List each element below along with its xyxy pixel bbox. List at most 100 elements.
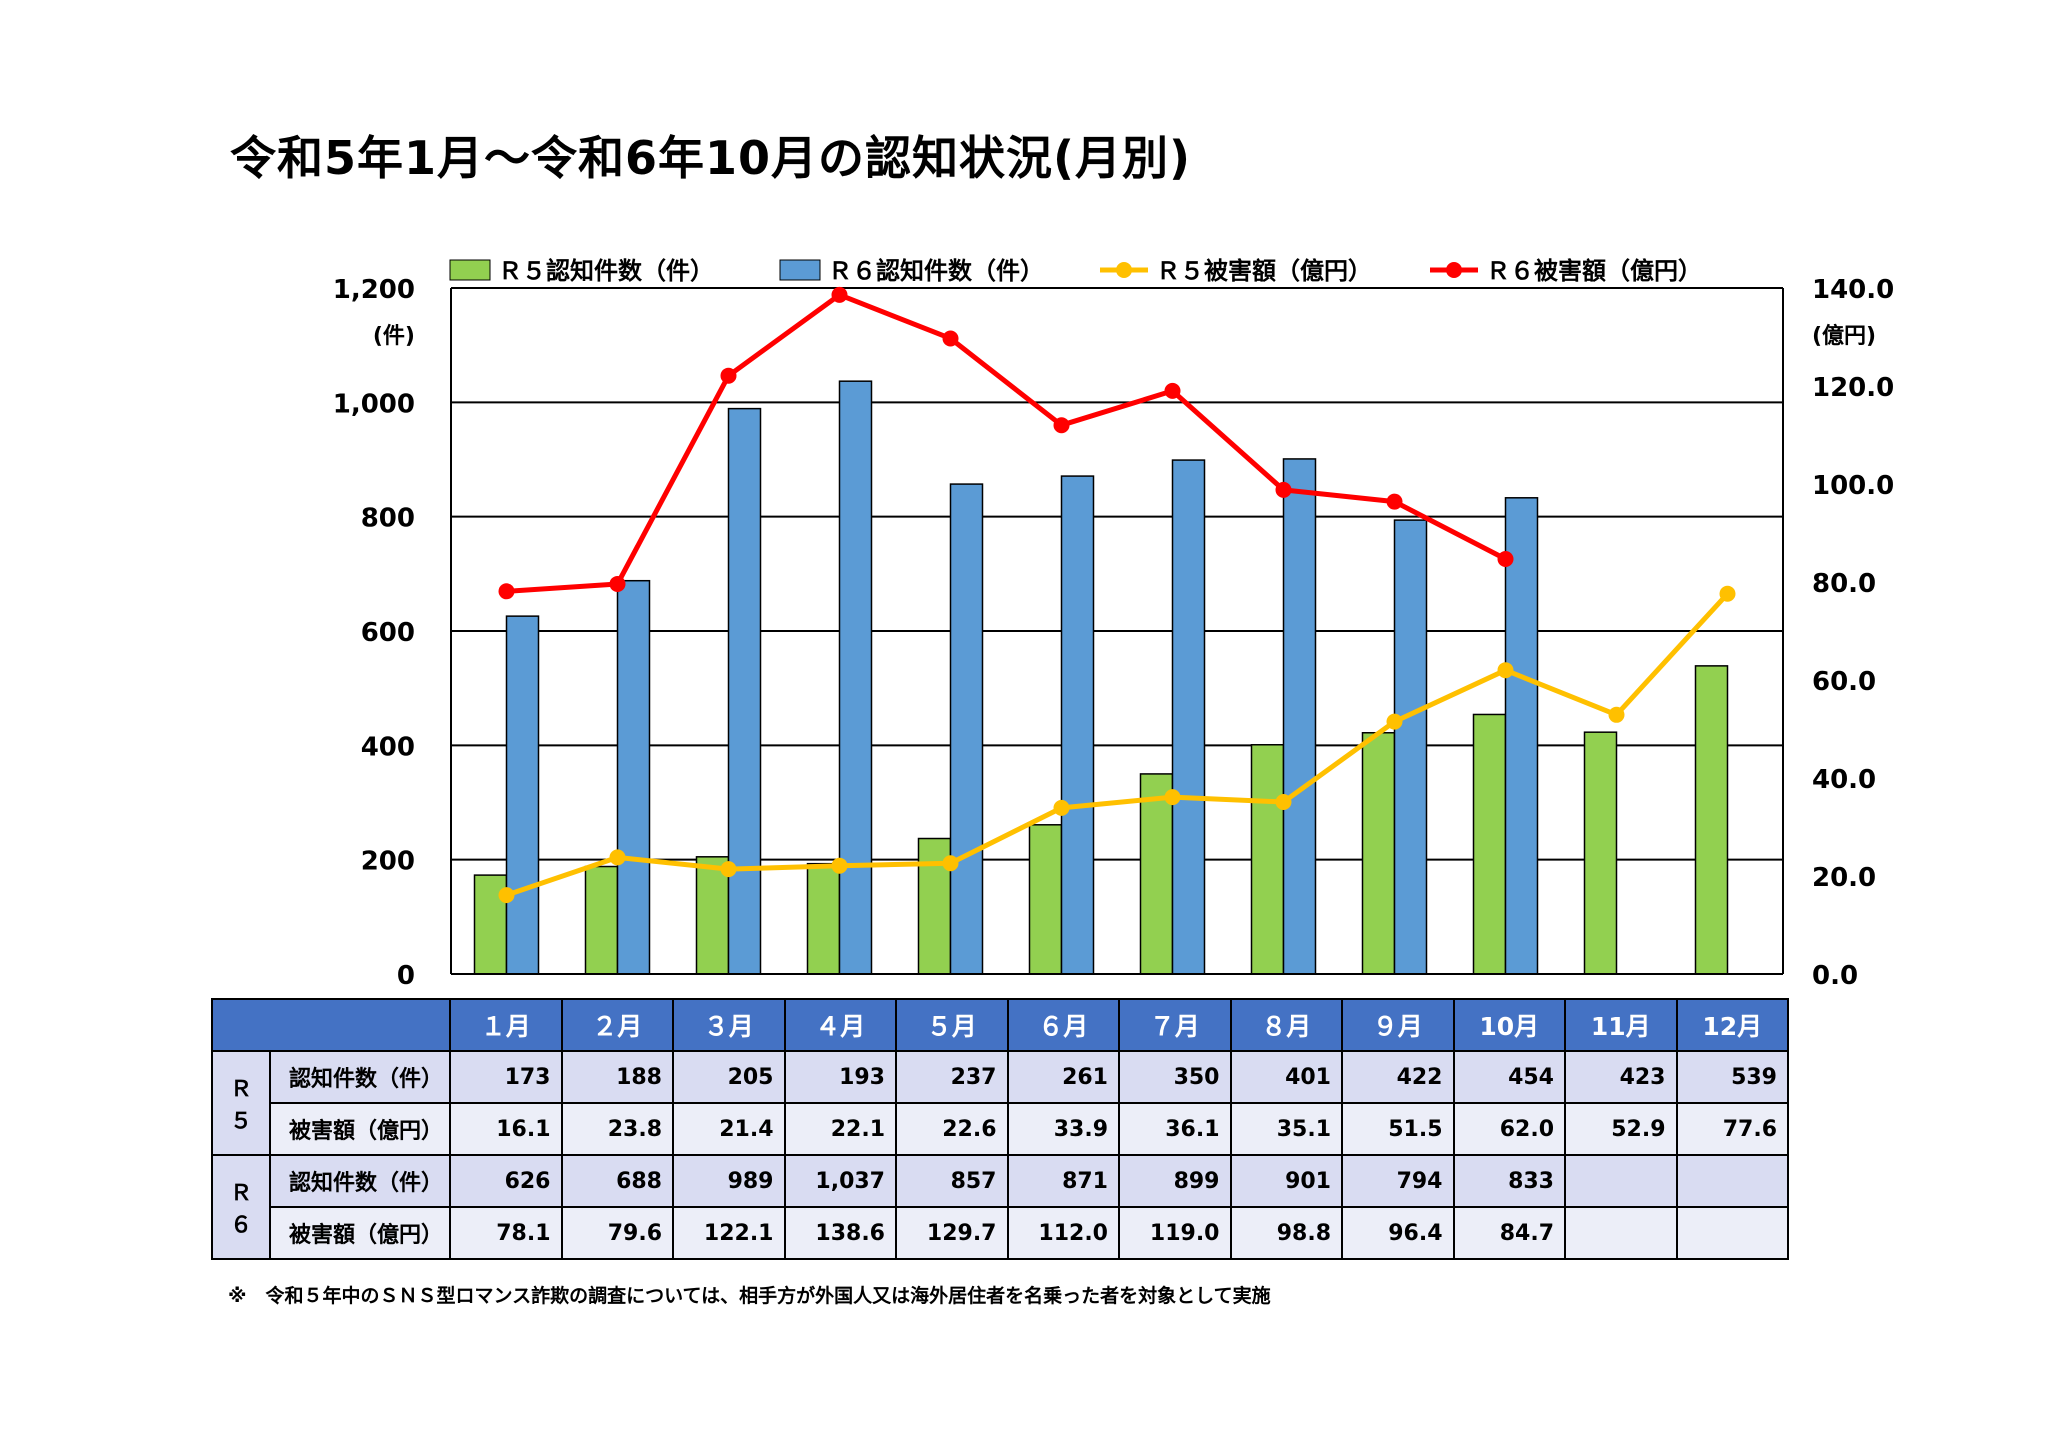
month-header: ５月: [895, 998, 1009, 1052]
bar: [1171, 459, 1206, 975]
axes: 0 200 400 600 800 1,000 1,200 0.0 20.0 40.0 60.0 80…: [333, 275, 1895, 991]
y-right-tick-label: 60.0: [1812, 667, 1876, 697]
data-point: [831, 286, 848, 303]
gridlines: [451, 287, 1783, 861]
data-point: [720, 861, 737, 878]
bars: [473, 380, 1729, 975]
legend-swatch: [779, 259, 821, 281]
row-label: 認知件数（件）: [269, 1154, 451, 1208]
data-point: [1053, 799, 1070, 816]
table-cell: 35.1: [1229, 1102, 1343, 1156]
table-cell: [1564, 1206, 1678, 1260]
table-cell: 833: [1452, 1154, 1566, 1208]
table-cell: 36.1: [1118, 1102, 1232, 1156]
table-cell: 901: [1229, 1154, 1343, 1208]
bar: [1472, 713, 1507, 975]
data-point: [1275, 481, 1292, 498]
data-point: [1719, 585, 1736, 602]
table-cell: 119.0: [1118, 1206, 1232, 1260]
table-cell: 422: [1341, 1050, 1455, 1104]
table-corner-cell: [211, 998, 451, 1052]
y-right-tick-label: 20.0: [1812, 863, 1876, 893]
table-cell: 857: [895, 1154, 1009, 1208]
page-title: 令和5年1月～令和6年10月の認知状況(月別): [230, 131, 1192, 185]
y-right-tick-label: 40.0: [1812, 765, 1876, 795]
bar: [1361, 732, 1396, 975]
data-point: [831, 857, 848, 874]
month-header: 10月: [1452, 998, 1566, 1052]
data-point: [1164, 789, 1181, 806]
bar: [1250, 744, 1285, 975]
group-label: Ｒ５: [211, 1050, 271, 1156]
bar: [1583, 731, 1618, 975]
y-right-tick-label: 100.0: [1812, 471, 1894, 501]
data-point: [720, 367, 737, 384]
table-cell: 794: [1341, 1154, 1455, 1208]
table-cell: 51.5: [1341, 1102, 1455, 1156]
y-right-tick-label: 80.0: [1812, 569, 1876, 599]
table-cell: 237: [895, 1050, 1009, 1104]
bar: [1139, 773, 1174, 975]
y-right-unit-label: (億円): [1812, 323, 1876, 349]
table-cell: 112.0: [1006, 1206, 1120, 1260]
data-point: [1497, 550, 1514, 567]
bar: [616, 579, 651, 975]
row-label: 被害額（億円）: [269, 1102, 451, 1156]
group-label: Ｒ６: [211, 1154, 271, 1260]
bar: [584, 865, 619, 975]
table-cell: 350: [1118, 1050, 1232, 1104]
table-cell: 1,037: [783, 1154, 897, 1208]
month-header: ９月: [1341, 998, 1455, 1052]
y-left-tick-label: 200: [361, 847, 415, 877]
table-cell: 871: [1006, 1154, 1120, 1208]
table-cell: 401: [1229, 1050, 1343, 1104]
legend-label: Ｒ５認知件数（件）: [498, 257, 714, 285]
bar: [838, 380, 873, 975]
data-point: [1497, 662, 1514, 679]
table-cell: [1564, 1154, 1678, 1208]
data-point: [1053, 417, 1070, 434]
table-cell: 261: [1006, 1050, 1120, 1104]
month-header: 12月: [1675, 998, 1789, 1052]
table-row: 被害額（億円） 16.1 23.8 21.4 22.1 22.6 33.9 36.1 35.1 5…: [212, 1102, 1789, 1156]
series-line: [506, 292, 1507, 594]
table-header-row: １月 ２月 ３月 ４月 ５月 ６月 ７月 ８月 ９月 10月 11月 12月: [211, 998, 1789, 1052]
table-cell: 173: [449, 1050, 563, 1104]
table-cell: 688: [560, 1154, 674, 1208]
table-cell: 98.8: [1229, 1206, 1343, 1260]
table-row: 被害額（億円） 78.1 79.6 122.1 138.6 129.7 112.0 119.0…: [212, 1206, 1789, 1260]
month-header: １月: [449, 998, 563, 1052]
data-point: [942, 330, 959, 347]
data-point: [1386, 493, 1403, 510]
table-cell: 423: [1564, 1050, 1678, 1104]
table-cell: 899: [1118, 1154, 1232, 1208]
legend-label: Ｒ６認知件数（件）: [828, 257, 1044, 285]
table-cell: [1675, 1154, 1789, 1208]
data-point: [1386, 713, 1403, 730]
table-row: Ｒ５ 認知件数（件） 173 188 205 193 237 261 350 401 422 454 4…: [211, 1050, 1789, 1156]
table-cell: 23.8: [560, 1102, 674, 1156]
legend-marker: [1446, 262, 1462, 278]
data-point: [609, 575, 626, 592]
bar: [727, 407, 762, 975]
y-left-tick-label: 0: [397, 961, 415, 991]
legend-swatch: [449, 259, 491, 281]
table-cell: 138.6: [783, 1206, 897, 1260]
row-label: 認知件数（件）: [269, 1050, 451, 1104]
row-label: 被害額（億円）: [269, 1206, 451, 1260]
table-cell: 52.9: [1564, 1102, 1678, 1156]
line-series: [498, 286, 1736, 904]
table-cell: 989: [672, 1154, 786, 1208]
bar: [1694, 665, 1729, 975]
bar: [1393, 519, 1428, 975]
table-cell: 62.0: [1452, 1102, 1566, 1156]
data-point: [942, 855, 959, 872]
table-cell: 205: [672, 1050, 786, 1104]
table-cell: 16.1: [449, 1102, 563, 1156]
series-line: [505, 592, 1730, 898]
data-point: [1275, 794, 1292, 811]
data-table: １月 ２月 ３月 ４月 ５月 ６月 ７月 ８月 ９月 10月 11月 12月 Ｒ５ 認知件数（件） 173…: [211, 998, 1789, 1260]
y-left-tick-label: 600: [361, 618, 415, 648]
data-point: [1164, 382, 1181, 399]
legend-marker: [1116, 262, 1132, 278]
